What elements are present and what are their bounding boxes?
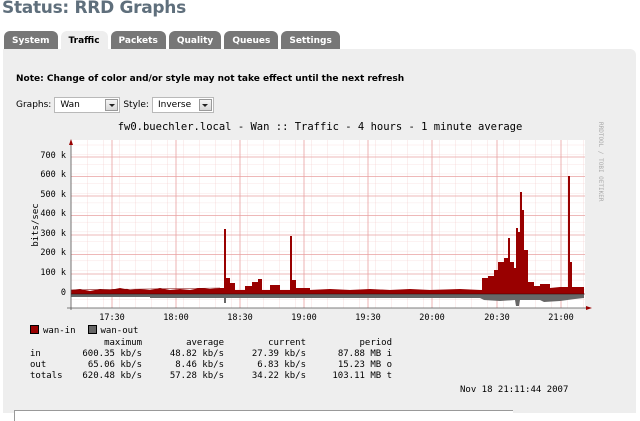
tab-quality[interactable]: Quality	[168, 31, 222, 49]
tab-packets[interactable]: Packets	[110, 31, 166, 49]
tab-system[interactable]: System	[4, 31, 58, 49]
stats-current: 34.22 kb/s	[251, 371, 306, 381]
refresh-note: Note: Change of color and/or style may n…	[16, 74, 405, 84]
legend-item-wan-out: wan-out	[87, 325, 139, 336]
stats-period: 103.11 MB t	[332, 371, 392, 381]
legend-item-wan-in: wan-in	[30, 325, 76, 336]
stats-header	[30, 338, 82, 349]
stats-average: 48.82 kb/s	[169, 349, 224, 359]
stats-table: maximum average current period in 600.35…	[30, 338, 392, 382]
tab-queues[interactable]: Queues	[224, 31, 279, 49]
stats-header-row: maximum average current period	[30, 338, 392, 349]
stats-label: out	[30, 360, 47, 370]
style-label: Style:	[123, 100, 149, 110]
stats-maximum: 620.48 kb/s	[82, 371, 142, 381]
stats-maximum: 600.35 kb/s	[82, 349, 142, 359]
y-tick: 600 k	[40, 170, 66, 180]
tab-bar: System Traffic Packets Quality Queues Se…	[4, 31, 340, 51]
graph-title-host: fw0.buechler.local	[117, 121, 232, 133]
stats-average: 57.28 kb/s	[169, 371, 224, 381]
stats-label: totals	[30, 371, 63, 381]
stats-header: current	[268, 338, 306, 348]
graph-title: fw0.buechler.local - Wan :: Traffic - 4 …	[0, 121, 640, 133]
stats-current: 27.39 kb/s	[251, 349, 306, 359]
stats-average: 8.46 kb/s	[175, 360, 224, 370]
page-title: Status: RRD Graphs	[2, 0, 186, 18]
legend-label: wan-in	[43, 326, 76, 336]
stats-header: maximum	[104, 338, 142, 348]
x-tick: 19:30	[355, 313, 381, 323]
graphs-select-value: Wan	[60, 100, 80, 110]
rrdtool-credit: RRDTOOL / TOBI OETIKER	[597, 122, 604, 202]
stats-period: 15.23 MB o	[337, 360, 392, 370]
stats-maximum: 65.06 kb/s	[87, 360, 142, 370]
stats-period: 87.88 MB i	[337, 349, 392, 359]
wan-out-swatch	[87, 325, 97, 334]
graph-timestamp: Nov 18 21:11:44 2007	[460, 385, 569, 395]
stats-header: average	[186, 338, 224, 348]
stats-row: in 600.35 kb/s 48.82 kb/s 27.39 kb/s 87.…	[30, 349, 392, 360]
y-tick: 0	[60, 288, 66, 298]
x-tick: 20:00	[419, 313, 445, 323]
y-tick: 400 k	[40, 209, 66, 219]
x-tick: 17:30	[99, 313, 125, 323]
wan-in-swatch	[30, 325, 39, 334]
y-tick: 300 k	[40, 229, 66, 239]
x-tick: 18:00	[163, 313, 189, 323]
y-tick: 100 k	[40, 268, 66, 278]
stats-row: out 65.06 kb/s 8.46 kb/s 6.83 kb/s 15.23…	[30, 360, 392, 371]
graphs-label: Graphs:	[16, 100, 52, 110]
graphs-select[interactable]: Wan	[54, 97, 121, 113]
stats-label: in	[30, 349, 41, 359]
x-tick: 18:30	[227, 313, 253, 323]
stats-header: period	[359, 338, 392, 348]
stats-row: totals 620.48 kb/s 57.28 kb/s 34.22 kb/s…	[30, 371, 392, 382]
stats-current: 6.83 kb/s	[257, 360, 306, 370]
legend-label: wan-out	[100, 326, 139, 336]
next-graph-frame	[14, 410, 513, 421]
chart-legend: wan-in wan-out	[30, 325, 138, 336]
x-tick: 21:00	[548, 313, 574, 323]
y-tick: 500 k	[40, 190, 66, 200]
tab-settings[interactable]: Settings	[281, 31, 340, 49]
graph-title-rest: - Wan :: Traffic - 4 hours - 1 minute av…	[237, 121, 523, 133]
tab-traffic[interactable]: Traffic	[60, 31, 108, 51]
y-tick: 200 k	[40, 248, 66, 258]
x-tick: 20:30	[484, 313, 510, 323]
chevron-down-icon[interactable]	[105, 99, 119, 111]
graph-controls: Graphs: Wan Style: Inverse	[16, 97, 214, 113]
style-select-value: Inverse	[157, 100, 192, 110]
chevron-down-icon[interactable]	[198, 99, 212, 111]
x-tick: 19:00	[291, 313, 317, 323]
style-select[interactable]: Inverse	[151, 97, 214, 113]
y-tick: 700 k	[40, 151, 66, 161]
